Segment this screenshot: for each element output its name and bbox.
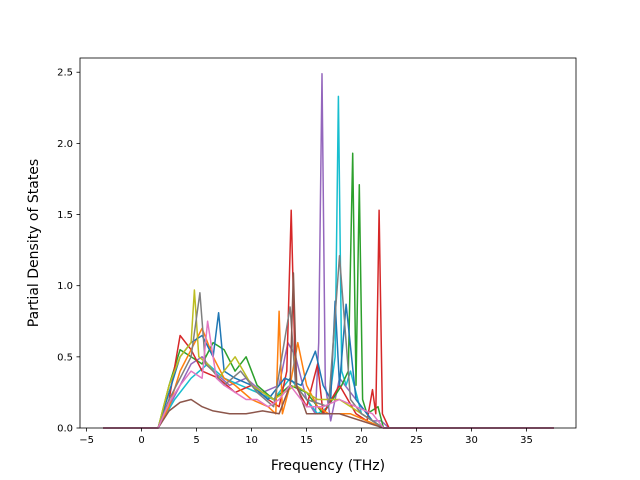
x-tick-label: 30 xyxy=(465,435,478,446)
x-tick-label: 25 xyxy=(410,435,423,446)
x-tick-label: 15 xyxy=(300,435,313,446)
x-tick-label: −5 xyxy=(79,435,94,446)
x-tick-label: 10 xyxy=(245,435,258,446)
series-line-9 xyxy=(103,272,554,429)
x-tick-label: 35 xyxy=(520,435,533,446)
y-tick-label: 1.5 xyxy=(57,210,73,221)
y-tick-label: 0.0 xyxy=(57,424,73,435)
x-tick-label: 20 xyxy=(355,435,368,446)
x-tick-label: 5 xyxy=(193,435,199,446)
x-tick-label: 0 xyxy=(138,435,144,446)
series-line-5 xyxy=(103,310,554,429)
y-tick-label: 2.5 xyxy=(57,68,73,79)
series-line-8 xyxy=(103,255,554,429)
series-layer xyxy=(103,72,554,429)
plot-frame xyxy=(79,57,577,429)
y-tick-label: 1.0 xyxy=(57,281,73,292)
y-axis-label: Partial Density of States xyxy=(26,159,42,327)
x-axis-label: Frequency (THz) xyxy=(271,458,385,474)
y-axis: 0.0 0.5 1.0 1.5 2.0 2.5 xyxy=(57,68,80,435)
x-axis: −5 0 5 10 15 20 25 30 35 xyxy=(79,428,533,446)
series-line-10 xyxy=(103,320,554,429)
plot-area xyxy=(80,58,576,428)
y-tick-label: 0.5 xyxy=(57,352,73,363)
y-tick-label: 2.0 xyxy=(57,139,73,150)
